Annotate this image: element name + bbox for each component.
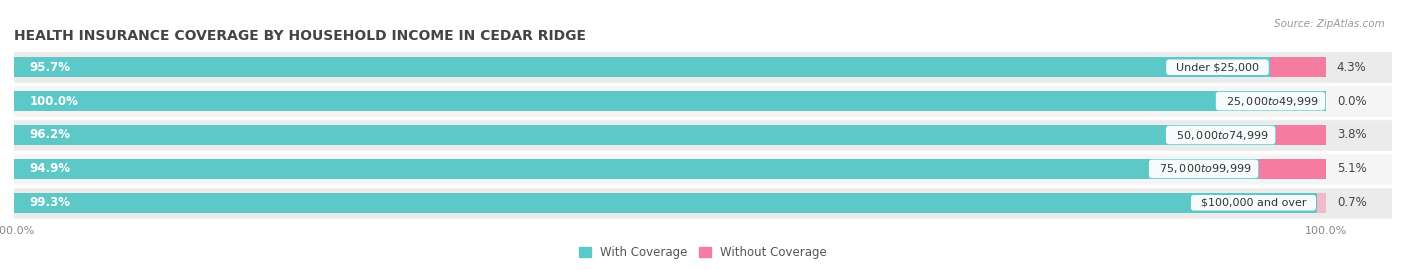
Text: Under $25,000: Under $25,000 bbox=[1168, 62, 1265, 72]
Bar bbox=[14, 58, 1270, 77]
Text: 99.3%: 99.3% bbox=[30, 196, 70, 209]
Bar bbox=[14, 58, 1326, 77]
Text: 3.8%: 3.8% bbox=[1337, 129, 1367, 141]
Bar bbox=[14, 159, 1326, 179]
Bar bbox=[14, 125, 1277, 145]
Text: HEALTH INSURANCE COVERAGE BY HOUSEHOLD INCOME IN CEDAR RIDGE: HEALTH INSURANCE COVERAGE BY HOUSEHOLD I… bbox=[14, 29, 586, 43]
Text: 94.9%: 94.9% bbox=[30, 162, 70, 176]
Bar bbox=[1317, 193, 1326, 212]
Legend: With Coverage, Without Coverage: With Coverage, Without Coverage bbox=[579, 246, 827, 259]
Text: $50,000 to $74,999: $50,000 to $74,999 bbox=[1168, 129, 1272, 141]
Bar bbox=[14, 159, 1260, 179]
Bar bbox=[14, 193, 1317, 212]
Text: $25,000 to $49,999: $25,000 to $49,999 bbox=[1219, 94, 1323, 108]
Bar bbox=[14, 193, 1326, 212]
Text: $100,000 and over: $100,000 and over bbox=[1194, 198, 1313, 208]
Bar bbox=[14, 118, 1392, 152]
Bar bbox=[1270, 58, 1326, 77]
Bar bbox=[14, 91, 1326, 111]
Bar bbox=[1260, 159, 1326, 179]
Bar bbox=[14, 152, 1392, 186]
Text: 95.7%: 95.7% bbox=[30, 61, 70, 74]
Text: Source: ZipAtlas.com: Source: ZipAtlas.com bbox=[1274, 19, 1385, 29]
Text: 4.3%: 4.3% bbox=[1337, 61, 1367, 74]
Bar bbox=[1277, 125, 1326, 145]
Text: 0.7%: 0.7% bbox=[1337, 196, 1367, 209]
Bar bbox=[14, 125, 1326, 145]
Bar bbox=[14, 91, 1326, 111]
Bar bbox=[14, 50, 1392, 84]
Text: 96.2%: 96.2% bbox=[30, 129, 70, 141]
Text: 5.1%: 5.1% bbox=[1337, 162, 1367, 176]
Bar bbox=[14, 84, 1392, 118]
Text: 100.0%: 100.0% bbox=[30, 94, 79, 108]
Text: 0.0%: 0.0% bbox=[1337, 94, 1367, 108]
Bar bbox=[14, 186, 1392, 220]
Text: $75,000 to $99,999: $75,000 to $99,999 bbox=[1152, 162, 1256, 176]
